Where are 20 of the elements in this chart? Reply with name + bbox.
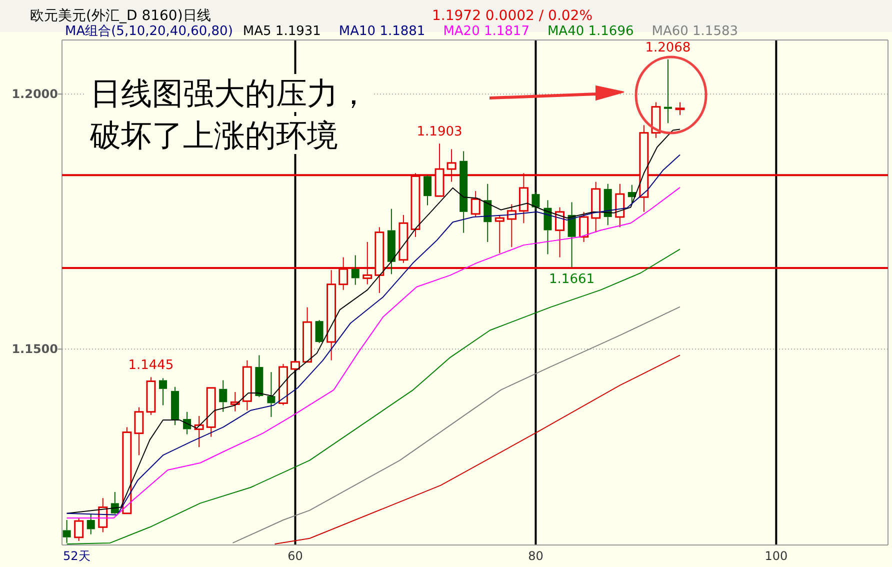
legend-item: MA5 1.1931	[242, 24, 321, 39]
legend-item: MA40 1.1696	[547, 24, 634, 39]
ytick: 1.1500	[12, 342, 58, 356]
subtitle: 1.1972 0.0002 / 0.02%	[432, 8, 593, 24]
legend-item: MA60 1.1583	[652, 24, 738, 39]
ytick: 1.2000	[12, 87, 58, 102]
annotation: 日线图强大的压力，	[90, 76, 369, 111]
xtick: 100	[764, 549, 788, 563]
annotation: 破坏了上涨的环境	[90, 118, 338, 153]
title: 欧元美元(外汇_D 8160)日线	[30, 8, 211, 24]
legend-item: MA20 1.1817	[443, 24, 530, 39]
annotation: 1.2068	[645, 40, 691, 56]
legend-title: MA组合(5,10,20,40,60,80)	[65, 24, 233, 39]
annotation: 1.1661	[549, 272, 595, 287]
annotation: 1.1903	[416, 124, 462, 140]
xtick: 80	[528, 549, 544, 563]
xtick: 60	[288, 549, 303, 563]
annotation: 52天	[63, 549, 90, 563]
legend-item: MA10 1.1881	[338, 24, 426, 39]
annotation: 1.1445	[128, 358, 174, 374]
